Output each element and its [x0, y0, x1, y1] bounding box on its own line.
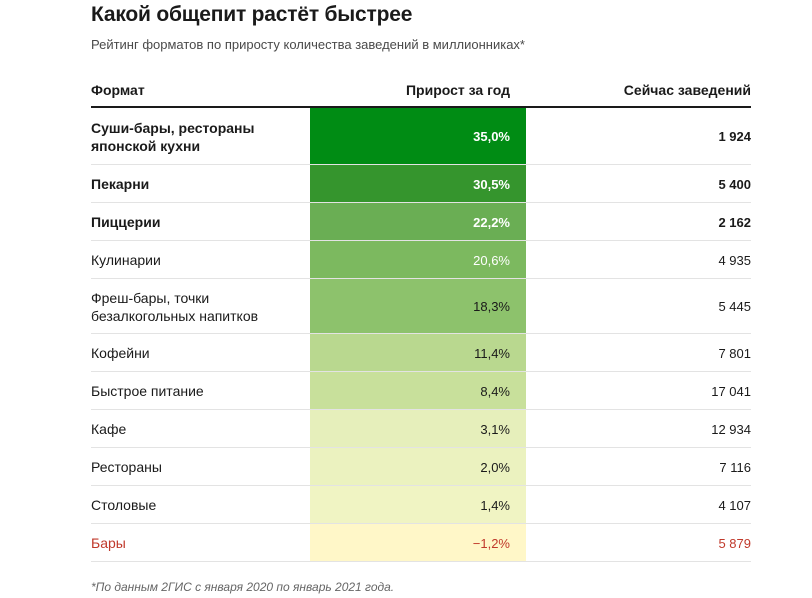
format-name: Бары — [91, 535, 126, 551]
growth-cell-bar — [310, 165, 526, 202]
table-row: Быстрое питание 8,4% 17 041 — [91, 372, 751, 410]
count-value: 7 801 — [718, 346, 751, 361]
growth-cell-bar — [310, 372, 526, 409]
count-value: 5 445 — [718, 299, 751, 314]
format-name: Суши-бары, рестораны японской кухни — [91, 120, 255, 154]
growth-value: −1,2% — [472, 536, 510, 551]
table-row: Пиццерии 22,2% 2 162 — [91, 203, 751, 241]
table-row: Суши-бары, рестораны японской кухни 35,0%… — [91, 108, 751, 165]
growth-cell-bar — [310, 486, 526, 523]
count-value: 5 879 — [718, 536, 751, 551]
table-row: Бары −1,2% 5 879 — [91, 524, 751, 562]
table-row: Кафе 3,1% 12 934 — [91, 410, 751, 448]
table-row: Кулинарии 20,6% 4 935 — [91, 241, 751, 279]
count-value: 17 041 — [711, 384, 751, 399]
growth-value: 11,4% — [474, 346, 510, 361]
growth-value: 3,1% — [480, 422, 510, 437]
footnote: *По данным 2ГИС с января 2020 по январь … — [91, 580, 395, 594]
growth-value: 1,4% — [480, 498, 510, 513]
growth-cell-bar — [310, 410, 526, 447]
table-row: Столовые 1,4% 4 107 — [91, 486, 751, 524]
table-header: Формат Прирост за год Сейчас заведений — [91, 80, 751, 108]
column-header-format: Формат — [91, 82, 145, 98]
format-name: Рестораны — [91, 459, 162, 475]
table-row: Кофейни 11,4% 7 801 — [91, 334, 751, 372]
growth-value: 18,3% — [473, 299, 510, 314]
count-value: 2 162 — [718, 215, 751, 230]
growth-value: 22,2% — [473, 215, 510, 230]
count-value: 5 400 — [718, 177, 751, 192]
chart-title: Какой общепит растёт быстрее — [91, 3, 413, 26]
growth-value: 30,5% — [473, 177, 510, 192]
growth-value: 35,0% — [473, 129, 510, 144]
growth-cell-bar — [310, 241, 526, 278]
column-header-growth: Прирост за год — [405, 82, 510, 98]
format-name: Кулинарии — [91, 252, 161, 268]
format-name: Пиццерии — [91, 214, 161, 230]
format-name: Фреш-бары, точки безалкогольных напитков — [91, 290, 259, 324]
format-name: Кафе — [91, 421, 127, 437]
table-row: Фреш-бары, точки безалкогольных напитков… — [91, 279, 751, 334]
count-value: 1 924 — [718, 129, 751, 144]
growth-value: 2,0% — [480, 460, 510, 475]
growth-cell-bar — [310, 203, 526, 240]
growth-cell-bar — [310, 524, 526, 561]
count-value: 12 934 — [711, 422, 751, 437]
growth-cell-bar — [310, 108, 526, 164]
chart-subtitle: Рейтинг форматов по приросту количества … — [91, 37, 525, 52]
growth-cell-bar — [310, 448, 526, 485]
count-value: 7 116 — [719, 460, 751, 475]
count-value: 4 935 — [718, 253, 751, 268]
format-name: Столовые — [91, 497, 157, 513]
growth-cell-bar — [310, 279, 526, 333]
table-body: Суши-бары, рестораны японской кухни 35,0%… — [91, 108, 751, 562]
growth-value: 8,4% — [480, 384, 510, 399]
count-value: 4 107 — [718, 498, 751, 513]
format-name: Кофейни — [91, 345, 150, 361]
column-header-count: Сейчас заведений — [623, 82, 751, 98]
table-row: Пекарни 30,5% 5 400 — [91, 165, 751, 203]
growth-value: 20,6% — [473, 253, 510, 268]
format-name: Быстрое питание — [91, 383, 204, 399]
format-name: Пекарни — [91, 176, 150, 192]
growth-cell-bar — [310, 334, 526, 371]
table-row: Рестораны 2,0% 7 116 — [91, 448, 751, 486]
